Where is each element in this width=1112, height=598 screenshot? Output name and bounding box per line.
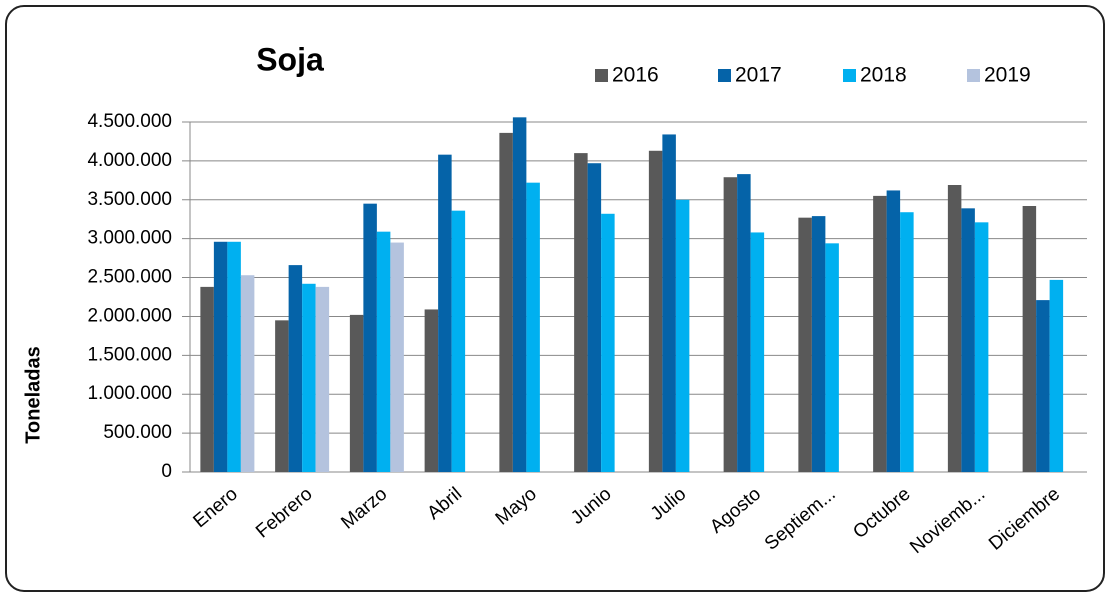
y-tick-label: 4.500.000 — [87, 111, 172, 132]
y-axis-label: Toneladas — [22, 346, 44, 443]
bar — [512, 117, 527, 472]
bar — [288, 265, 303, 472]
chart-frame — [5, 5, 1105, 592]
chart-title: Soja — [256, 41, 324, 77]
bar — [424, 309, 439, 472]
bar — [662, 134, 676, 472]
y-tick-label: 1.500.000 — [87, 344, 172, 365]
bar — [723, 177, 738, 472]
bar — [200, 286, 214, 472]
bar — [886, 190, 901, 472]
bar — [376, 231, 391, 472]
bar — [1036, 300, 1050, 472]
bar — [900, 212, 914, 472]
bar — [961, 208, 975, 473]
bar — [587, 163, 602, 472]
y-tick-label: 4.000.000 — [87, 150, 172, 171]
legend-label: 2019 — [984, 64, 1031, 87]
y-tick-label: 3.500.000 — [87, 189, 172, 210]
y-tick-label: 3.000.000 — [87, 228, 172, 249]
bar — [737, 174, 751, 472]
bar — [363, 203, 377, 472]
bar — [648, 150, 663, 472]
y-tick-label: 500.000 — [103, 422, 172, 443]
y-tick-label: 2.500.000 — [87, 267, 172, 288]
bar — [213, 241, 228, 472]
bar — [974, 222, 989, 472]
bar — [438, 154, 452, 472]
legend-swatch — [967, 69, 980, 82]
bar — [601, 213, 615, 472]
legend-swatch — [595, 69, 608, 82]
bar — [315, 286, 330, 472]
bar — [574, 153, 588, 472]
legend-label: 2017 — [735, 64, 782, 87]
bar — [349, 314, 364, 472]
bar — [750, 232, 765, 472]
bar — [675, 199, 690, 472]
bar — [873, 195, 887, 472]
bar — [240, 275, 255, 472]
bar — [811, 216, 826, 472]
y-tick-label: 2.000.000 — [87, 305, 172, 326]
legend-swatch — [718, 69, 731, 82]
bar — [275, 320, 289, 472]
bar — [825, 243, 839, 472]
y-tick-label: 0 — [161, 461, 172, 482]
bar — [526, 182, 540, 472]
y-tick-label: 1.000.000 — [87, 383, 172, 404]
bar — [451, 210, 466, 472]
bar — [798, 217, 812, 472]
bar — [947, 185, 962, 472]
legend-label: 2018 — [860, 64, 907, 87]
bar — [390, 242, 404, 472]
legend-label: 2016 — [612, 64, 659, 87]
bar — [302, 283, 316, 472]
bar — [499, 132, 513, 472]
bar — [1049, 279, 1064, 472]
bar — [1022, 206, 1037, 472]
bar — [227, 241, 241, 472]
legend-swatch — [843, 69, 856, 82]
